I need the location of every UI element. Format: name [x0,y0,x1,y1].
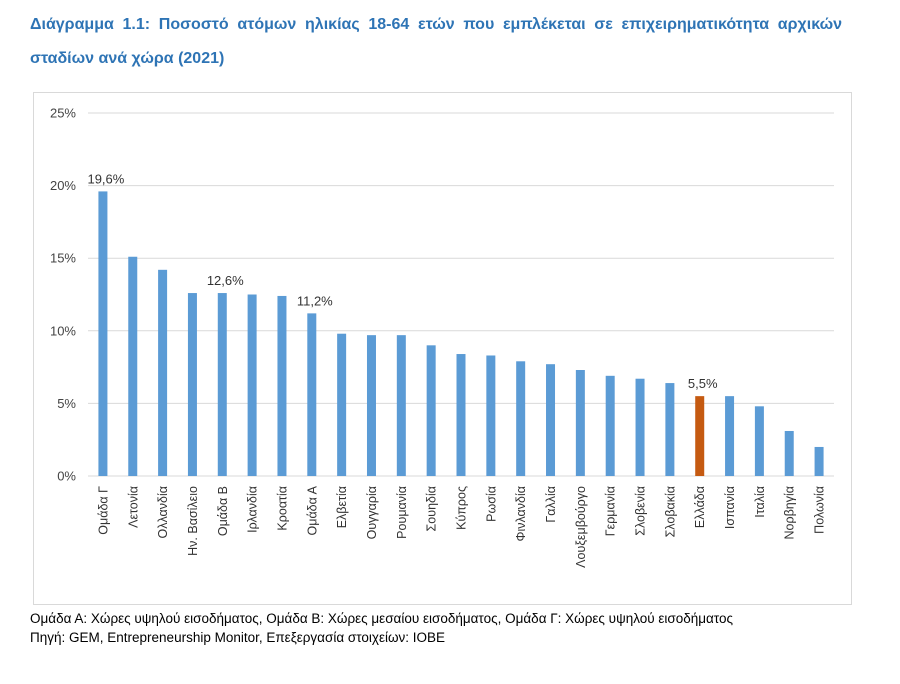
y-tick-label: 25% [50,106,76,121]
source-note: Πηγή: GEM, Entrepreneurship Monitor, Επε… [30,630,446,645]
bar [337,333,347,476]
x-tick-label: Ρωσία [484,486,498,522]
bar [217,293,227,476]
x-tick-label: Φινλανδία [514,486,528,542]
y-tick-label: 20% [50,178,76,193]
bar [128,256,138,476]
bar [426,345,436,476]
y-tick-label: 5% [57,396,76,411]
x-tick-label: Ομάδα Α [305,485,319,535]
chart-area: 0% 5% 10% 15% 20% 25% 19,6% 12,6% 11,2% 5,5% Ομά… [33,92,852,605]
chart-notes: Ομάδα Α: Χώρες υψηλού εισοδήματος, Ομάδα… [30,609,842,647]
x-tick-label: Ελβετία [335,486,349,528]
bar [366,335,376,476]
data-label: 19,6% [87,171,124,186]
bar [784,430,794,476]
x-tick-label: Σουηδία [425,486,439,531]
x-tick-label: Σλοβακία [663,486,677,537]
x-tick-label: Κροατία [275,486,289,531]
x-tick-label: Γαλλία [544,486,558,523]
bar [575,370,585,476]
data-label: 5,5% [688,376,718,391]
x-tick-label: Ολλανδία [156,486,170,538]
x-axis-categories: Ομάδα Γ Λετονία Ολλανδία Ην. Βασίλειο Ομάδα … [96,485,826,567]
y-tick-label: 0% [57,469,76,484]
bar [546,364,556,476]
bar [247,294,257,476]
data-labels: 19,6% 12,6% 11,2% 5,5% [87,171,717,391]
x-tick-label: Ιρλανδία [246,486,260,533]
data-label: 12,6% [207,273,244,288]
bar [396,335,406,476]
y-tick-label: 15% [50,251,76,266]
x-tick-label: Ιταλία [753,486,767,518]
bar-chart: 0% 5% 10% 15% 20% 25% 19,6% 12,6% 11,2% 5,5% Ομά… [50,106,834,568]
x-tick-label: Ρουμανία [395,486,409,539]
y-tick-label: 10% [50,323,76,338]
y-axis-ticks: 0% 5% 10% 15% 20% 25% [50,106,76,484]
bar [814,446,824,476]
bar [456,354,466,476]
bar [98,191,108,476]
x-tick-label: Ομάδα Β [216,486,230,536]
x-tick-label: Ισπανία [723,486,737,529]
x-tick-label: Πολωνία [813,486,827,534]
data-label: 11,2% [297,293,333,308]
bar [754,406,764,476]
bar [307,313,317,476]
x-tick-label: Ομάδα Γ [96,486,110,535]
x-tick-label: Σλοβενία [634,486,648,536]
bar [635,378,645,476]
x-tick-label: Γερμανία [604,486,618,536]
chart-title: Διάγραμμα 1.1: Ποσοστό ατόμων ηλικίας 18… [30,16,842,67]
bar [486,355,496,476]
bar [695,396,705,476]
bars [98,191,824,476]
x-tick-label: Ουγγαρία [365,486,379,539]
x-tick-label: Νορβηγία [783,486,797,540]
x-tick-label: Ελλάδα [693,486,707,528]
groups-note: Ομάδα Α: Χώρες υψηλού εισοδήματος, Ομάδα… [30,611,734,626]
bar [516,361,526,476]
bar [725,396,735,476]
bar [158,269,168,476]
x-tick-label: Λουξεμβούργο [574,486,588,568]
bar [277,295,287,476]
bar [605,375,615,476]
bar [187,293,197,476]
x-tick-label: Λετονία [126,486,140,528]
bar [665,383,675,476]
x-tick-label: Ην. Βασίλειο [186,486,200,556]
x-tick-label: Κύπρος [455,486,469,530]
gridlines [88,112,834,477]
